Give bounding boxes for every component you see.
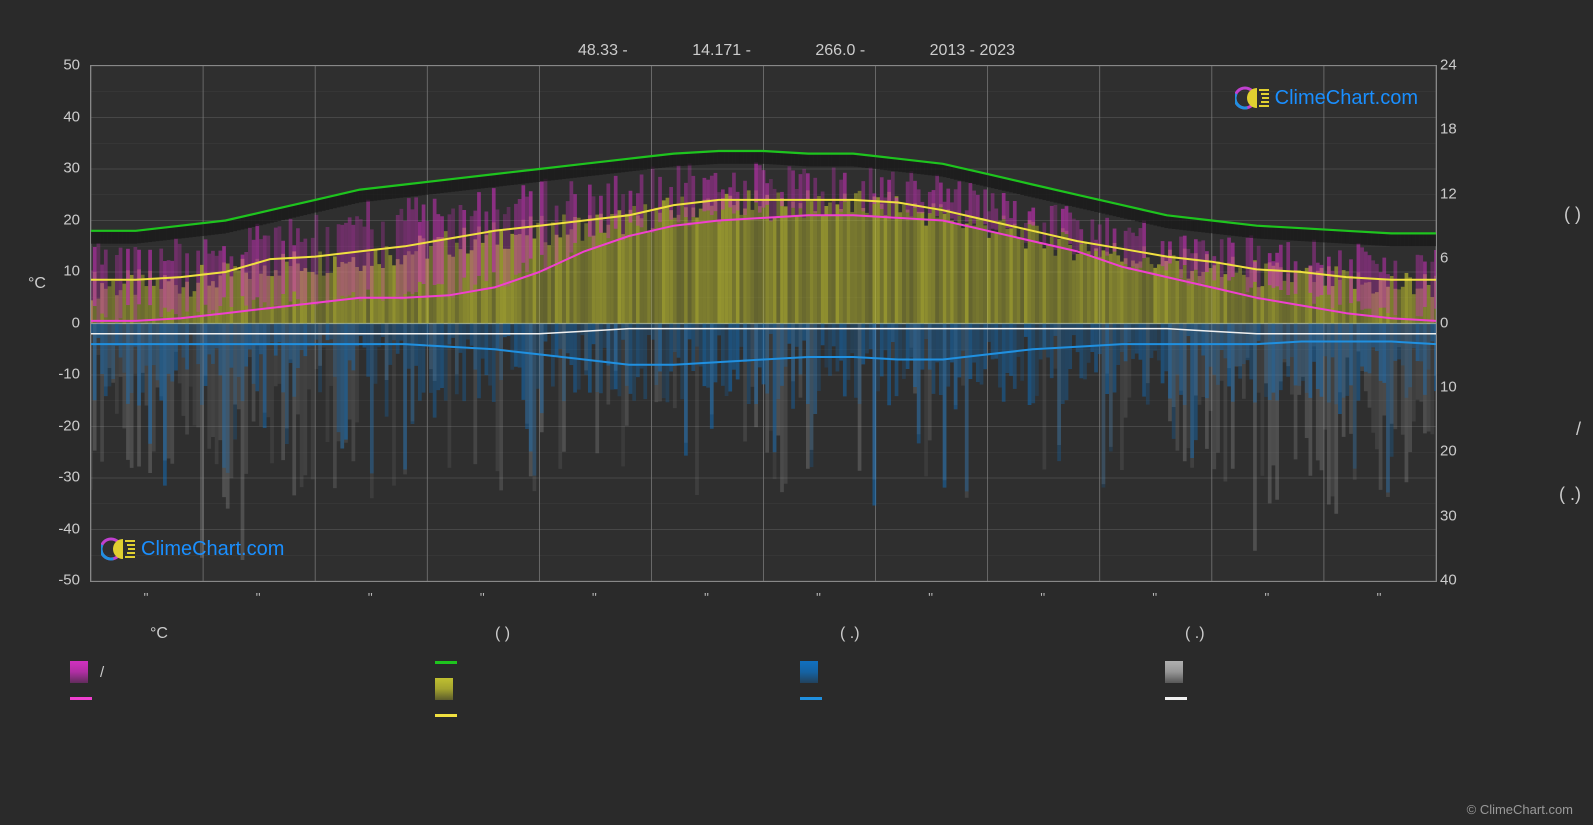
chart-svg — [91, 66, 1436, 581]
legend-item — [1165, 697, 1530, 700]
y-left-tick: -10 — [0, 366, 80, 383]
brand-logo-bottom: ClimeChart.com — [101, 535, 284, 563]
y-right-tick-bottom: 10 — [1440, 378, 1457, 395]
y-right-tick-bottom: 20 — [1440, 443, 1457, 460]
x-tick: '' — [256, 590, 261, 605]
y-left-tick: -30 — [0, 469, 80, 486]
y-left-tick: -20 — [0, 417, 80, 434]
legend-swatch-line — [70, 697, 92, 700]
legend-swatch-line — [1165, 697, 1187, 700]
legend-swatch-bar — [1165, 661, 1183, 683]
x-tick: '' — [704, 590, 709, 605]
y-left-tick: 30 — [0, 160, 80, 177]
brand-text-bottom: ClimeChart.com — [141, 538, 284, 561]
x-tick: '' — [816, 590, 821, 605]
legend-item — [800, 697, 1165, 700]
legend-item: / — [70, 661, 435, 683]
x-tick: '' — [1040, 590, 1045, 605]
x-tick: '' — [1264, 590, 1269, 605]
legend-area: °C ( ) ( .) ( .) / — [70, 625, 1530, 717]
legend-column — [800, 661, 1165, 717]
y-left-tick: -50 — [0, 572, 80, 589]
y-right-tick-top: 18 — [1440, 121, 1457, 138]
legend-swatch-bar — [800, 661, 818, 683]
x-tick: '' — [368, 590, 373, 605]
chart-header: 48.33 - 14.171 - 266.0 - 2013 - 2023 — [0, 42, 1593, 60]
y-right-tick-bottom: 40 — [1440, 572, 1457, 589]
legend-swatch-line — [800, 697, 822, 700]
x-tick: '' — [1152, 590, 1157, 605]
header-elev: 266.0 - — [815, 42, 865, 59]
header-years: 2013 - 2023 — [930, 42, 1015, 59]
y-left-tick: 10 — [0, 263, 80, 280]
legend-header-1: °C — [150, 625, 495, 643]
right-axis-group3: ( .) — [1559, 480, 1581, 509]
x-tick: '' — [928, 590, 933, 605]
legend-swatch-line — [435, 714, 457, 717]
y-right-tick-bottom: 30 — [1440, 507, 1457, 524]
chart-plot-area: ClimeChart.com ClimeChart.com — [90, 65, 1437, 582]
copyright-text: © ClimeChart.com — [1467, 802, 1573, 817]
header-lat: 48.33 - — [578, 42, 628, 59]
legend-item — [800, 661, 1165, 683]
brand-text-top: ClimeChart.com — [1275, 87, 1418, 110]
y-right-tick-top: 6 — [1440, 250, 1448, 267]
x-tick: '' — [592, 590, 597, 605]
legend-header-4: ( .) — [1185, 625, 1530, 643]
chart-container: 48.33 - 14.171 - 266.0 - 2013 - 2023 °C … — [0, 0, 1593, 825]
y-right-tick-top: 0 — [1440, 314, 1448, 331]
y-left-tick: 0 — [0, 314, 80, 331]
y-right-tick-top: 12 — [1440, 185, 1457, 202]
legend-header-2: ( ) — [495, 625, 840, 643]
legend-column: / — [70, 661, 435, 717]
legend-item — [435, 678, 800, 700]
legend-header-3: ( .) — [840, 625, 1185, 643]
legend-columns: / — [70, 661, 1530, 717]
legend-swatch-bar — [70, 661, 88, 683]
logo-icon — [1235, 84, 1269, 112]
y-right-tick-top: 24 — [1440, 57, 1457, 74]
y-left-tick: 20 — [0, 211, 80, 228]
right-axis-group1: ( ) — [1564, 200, 1581, 229]
logo-icon — [101, 535, 135, 563]
x-tick: '' — [144, 590, 149, 605]
header-lon: 14.171 - — [692, 42, 751, 59]
right-axis-group2: / — [1576, 415, 1581, 444]
legend-swatch-bar — [435, 678, 453, 700]
legend-swatch-line — [435, 661, 457, 664]
legend-column — [435, 661, 800, 717]
legend-item — [1165, 661, 1530, 683]
brand-logo-top: ClimeChart.com — [1235, 84, 1418, 112]
legend-item — [435, 661, 800, 664]
legend-label: / — [100, 664, 104, 681]
x-tick: '' — [480, 590, 485, 605]
y-left-tick: 40 — [0, 108, 80, 125]
y-left-tick: -40 — [0, 520, 80, 537]
x-tick: '' — [1376, 590, 1381, 605]
legend-column — [1165, 661, 1530, 717]
legend-headers: °C ( ) ( .) ( .) — [150, 625, 1530, 643]
legend-item — [70, 697, 435, 700]
legend-item — [435, 714, 800, 717]
y-left-tick: 50 — [0, 57, 80, 74]
